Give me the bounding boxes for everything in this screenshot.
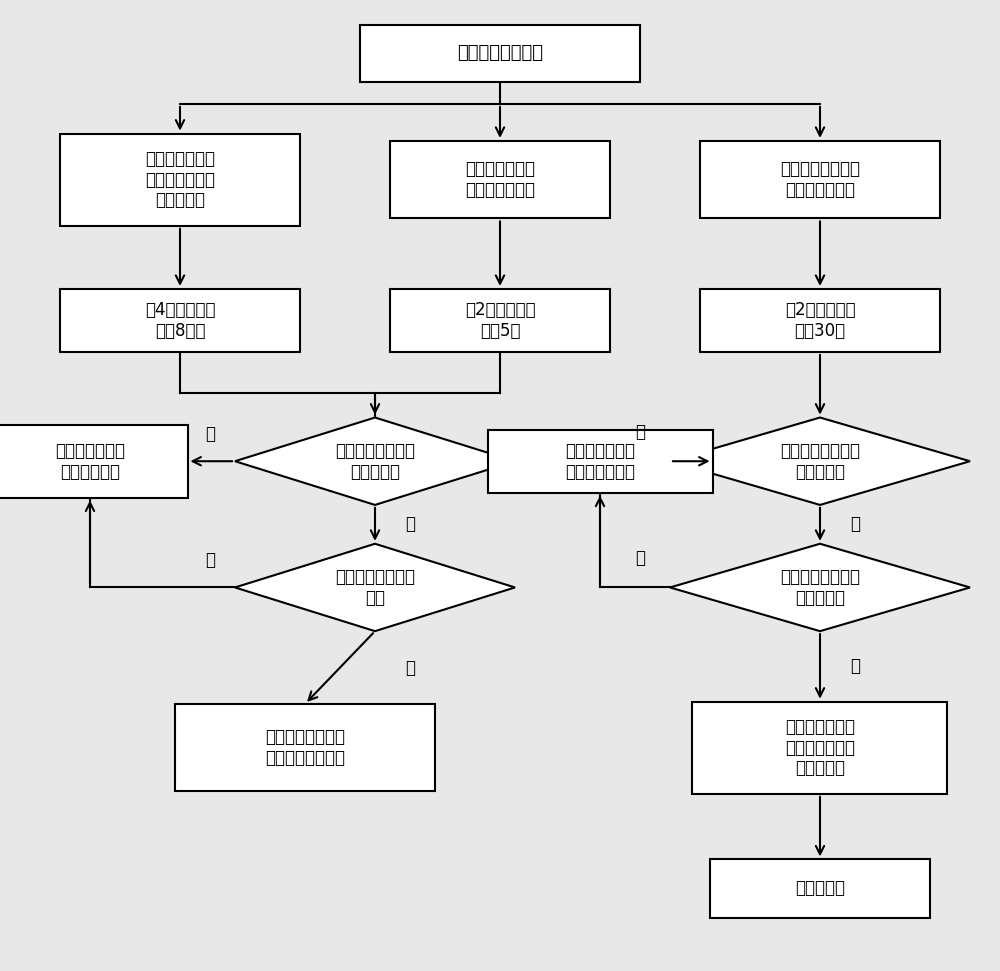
- Text: 计算对比组与煤
基组的甲烷生成
体积与浓度: 计算对比组与煤 基组的甲烷生成 体积与浓度: [785, 718, 855, 778]
- FancyBboxPatch shape: [710, 859, 930, 918]
- FancyBboxPatch shape: [390, 288, 610, 352]
- FancyBboxPatch shape: [390, 141, 610, 218]
- FancyBboxPatch shape: [360, 25, 640, 82]
- Text: 获得平衡度: 获得平衡度: [795, 880, 845, 897]
- Text: 待测定菌种具有活
性，并且可被激活: 待测定菌种具有活 性，并且可被激活: [265, 728, 345, 767]
- Text: 置入功能培养基
培育系统，并设
定培育参数: 置入功能培养基 培育系统，并设 定培育参数: [145, 150, 215, 210]
- FancyBboxPatch shape: [175, 704, 435, 791]
- Text: 待测定菌群不具
备被激活能力: 待测定菌群不具 备被激活能力: [55, 442, 125, 481]
- Polygon shape: [235, 544, 515, 631]
- FancyBboxPatch shape: [700, 288, 940, 352]
- Text: 否: 否: [635, 550, 645, 567]
- FancyBboxPatch shape: [692, 701, 947, 794]
- Text: 煤基测定单元是否
有甲烷生成: 煤基测定单元是否 有甲烷生成: [780, 568, 860, 607]
- Text: 否: 否: [205, 552, 215, 569]
- Text: 待测定菌群不满
足生物成气要求: 待测定菌群不满 足生物成气要求: [565, 442, 635, 481]
- FancyBboxPatch shape: [60, 134, 300, 226]
- Text: 置入煤基培育系
统，并设定参数: 置入煤基培育系 统，并设定参数: [465, 160, 535, 199]
- Text: 分4组进行同步
培育8小时: 分4组进行同步 培育8小时: [145, 301, 215, 340]
- Text: 置入平衡度培育系
统，并设定参数: 置入平衡度培育系 统，并设定参数: [780, 160, 860, 199]
- Polygon shape: [235, 418, 515, 505]
- Text: 待测定微生物群落: 待测定微生物群落: [457, 45, 543, 62]
- FancyBboxPatch shape: [0, 425, 188, 497]
- Polygon shape: [670, 544, 970, 631]
- Text: 否: 否: [635, 423, 645, 441]
- Text: 是: 是: [850, 516, 860, 533]
- Text: 分2组进行同步
培育5天: 分2组进行同步 培育5天: [465, 301, 535, 340]
- FancyBboxPatch shape: [60, 288, 300, 352]
- Text: 对比评价单元是否
有甲烷生成: 对比评价单元是否 有甲烷生成: [780, 442, 860, 481]
- Polygon shape: [670, 418, 970, 505]
- Text: 是: 是: [405, 658, 415, 677]
- Text: 是: 是: [850, 657, 860, 676]
- FancyBboxPatch shape: [700, 141, 940, 218]
- Text: 是: 是: [405, 516, 415, 533]
- FancyBboxPatch shape: [488, 429, 712, 493]
- Text: 否: 否: [205, 425, 215, 443]
- Text: 培育结果是否满足
要求: 培育结果是否满足 要求: [335, 568, 415, 607]
- Text: 各培育组是否测定
到活性菌株: 各培育组是否测定 到活性菌株: [335, 442, 415, 481]
- Text: 分2组进行同步
培育30天: 分2组进行同步 培育30天: [785, 301, 855, 340]
